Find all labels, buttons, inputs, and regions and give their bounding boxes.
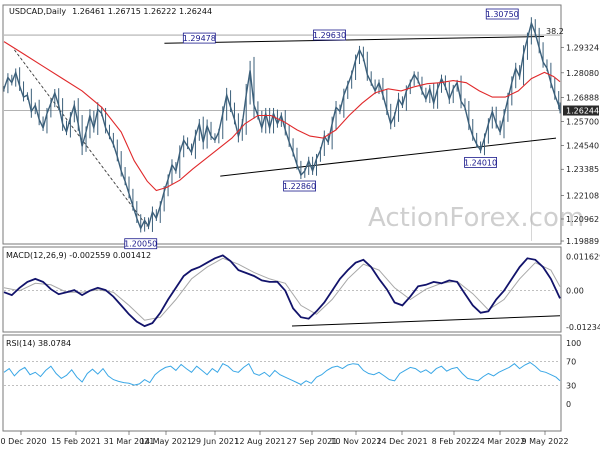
- price-y-tick-label: 1.20962: [566, 215, 599, 224]
- level-label-box: [182, 32, 216, 44]
- fib-level-label: 38.2: [546, 27, 564, 36]
- price-panel: 1.30750 1.29478 1.29630 1.20050 1.22860 1.240…: [3, 8, 564, 250]
- macd-y-tick-label: 0.00: [566, 287, 584, 296]
- x-tick-label: 27 Sep 2021: [287, 437, 338, 446]
- level-label: 1.24010: [464, 158, 497, 167]
- level-label: 1.22860: [283, 182, 316, 191]
- level-label-box: [313, 29, 346, 41]
- rsi-y-tick-label: 0: [566, 400, 571, 409]
- price-y-tick-label: 1.26888: [566, 93, 599, 102]
- price-y-tick-label: 1.25700: [566, 118, 599, 127]
- macd-y-tick-label: 0.011629: [566, 252, 600, 261]
- level-label-box: [283, 180, 316, 192]
- last-price-box: [563, 105, 599, 116]
- y-axis-labels: 1.29324 1.28080 1.26888 1.25700 1.24540 1.233…: [561, 43, 600, 409]
- rsi-label: RSI(14) 38.0784: [6, 339, 71, 348]
- rsi-y-tick-label: 100: [566, 339, 581, 348]
- x-tick-label: 14 May 2021: [140, 437, 192, 446]
- macd-panel: [3, 254, 561, 328]
- price-panel-frame: [2, 4, 562, 245]
- level-label: 1.29478: [183, 34, 216, 43]
- x-tick-label: 24 Dec 2021: [376, 437, 427, 446]
- rsi-y-tick-label: 70: [566, 357, 576, 366]
- chart-title: USDCAD,Daily 1.26461 1.26715 1.26222 1.26…: [9, 7, 212, 16]
- moving-average-line: [3, 41, 561, 192]
- level-label-box: [124, 238, 158, 250]
- price-y-tick-label: 1.24540: [566, 142, 599, 151]
- rsi-panel: [3, 360, 561, 387]
- support-line: [220, 137, 557, 177]
- last-price-label: 1.26244: [566, 107, 599, 116]
- macd-signal-line: [3, 257, 561, 321]
- level-label: 1.20050: [124, 240, 157, 249]
- x-tick-label: 24 Mar 2022: [475, 437, 526, 446]
- price-y-tick-label: 1.23385: [566, 165, 599, 174]
- level-label: 1.30750: [486, 10, 519, 19]
- x-tick-label: 31 Mar 2021: [104, 437, 155, 446]
- macd-y-tick-label: -0.012348: [566, 323, 600, 332]
- resistance-line: [164, 35, 545, 44]
- rsi-panel-frame: [2, 334, 562, 432]
- x-tick-label: 15 Feb 2021: [51, 437, 101, 446]
- price-line: [3, 20, 561, 231]
- x-tick-label: 8 Feb 2022: [432, 437, 477, 446]
- price-y-tick-label: 1.28080: [566, 69, 599, 78]
- macd-trend-line: [291, 315, 561, 327]
- rsi-y-tick-label: 30: [566, 382, 576, 391]
- watermark: ActionForex.com: [368, 203, 584, 233]
- price-y-tick-label: 1.19889: [566, 237, 599, 246]
- x-tick-label: 29 Jun 2021: [191, 437, 239, 446]
- rsi-line: [3, 361, 561, 386]
- level-label: 1.29630: [313, 31, 346, 40]
- macd-line: [3, 254, 561, 328]
- x-tick-label: 30 Dec 2020: [0, 437, 47, 446]
- macd-label: MACD(12,26,9) -0.002559 0.001412: [6, 251, 151, 260]
- price-y-tick-label: 1.29324: [566, 43, 599, 52]
- level-label-box: [485, 8, 519, 20]
- level-label-box: [464, 156, 497, 168]
- x-tick-label: 9 May 2022: [521, 437, 568, 446]
- price-y-tick-label: 1.22108: [566, 191, 599, 200]
- x-tick-label: 10 Nov 2021: [330, 437, 381, 446]
- x-tick-label: 12 Aug 2021: [234, 437, 285, 446]
